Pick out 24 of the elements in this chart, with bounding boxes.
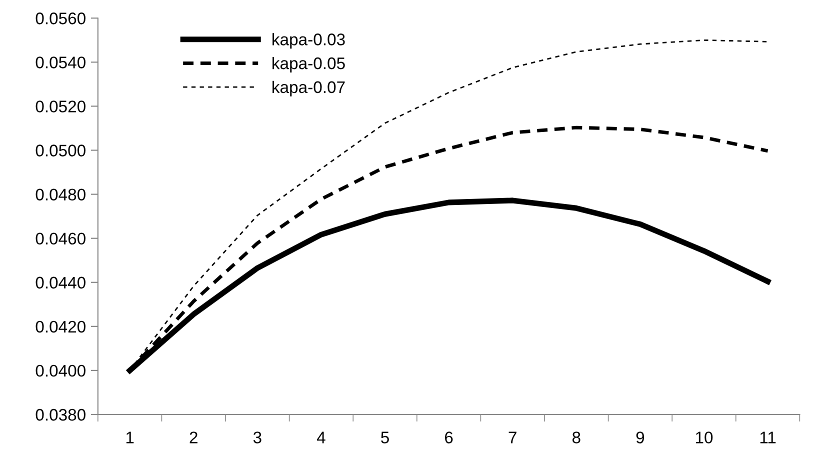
legend-label: kapa-0.03 (272, 33, 345, 49)
legend-label: kapa-0.05 (272, 56, 345, 73)
x-tick-label: 10 (696, 432, 713, 444)
y-tick-label: 0.0520 (36, 100, 86, 112)
x-tick-label: 2 (190, 432, 198, 444)
y-tick-label: 0.0560 (36, 12, 86, 24)
y-tick-label: 0.0480 (36, 188, 86, 200)
y-tick-label: 0.0420 (36, 320, 86, 333)
y-tick-label: 0.0540 (36, 56, 86, 68)
x-tick-label: 9 (636, 432, 644, 444)
x-tick-label: 7 (508, 432, 516, 444)
y-tick-label: 0.0380 (36, 408, 86, 421)
x-tick-label: 11 (760, 432, 776, 444)
y-tick-label: 0.0460 (36, 232, 86, 245)
y-tick-label: 0.0400 (36, 364, 86, 377)
x-tick-label: 5 (381, 432, 389, 444)
x-tick-label: 6 (445, 432, 453, 444)
x-tick-label: 1 (126, 432, 134, 444)
legend-label: kapa-0.07 (272, 80, 345, 96)
x-tick-label: 8 (572, 432, 580, 444)
y-tick-label: 0.0500 (36, 144, 86, 156)
x-tick-label: 4 (316, 432, 326, 444)
x-tick-label: 3 (253, 432, 262, 444)
y-tick-label: 0.0440 (36, 276, 86, 289)
